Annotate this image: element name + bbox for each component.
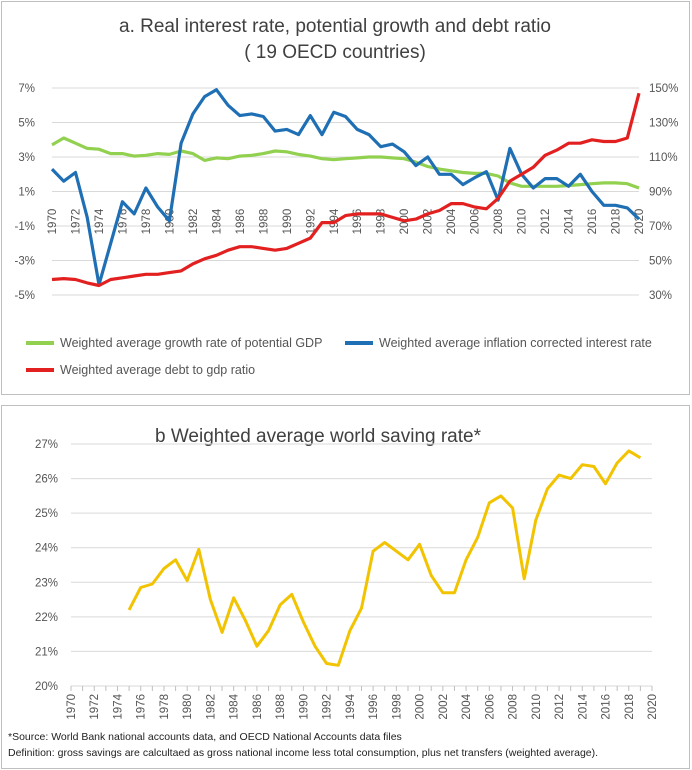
chart-a-y-right-tick: 50% [649, 256, 672, 268]
chart-b-x-tick: 2010 [531, 694, 543, 720]
series-line-weighted-average-world-saving-rate [127, 449, 642, 667]
chart-a-y-left-tick: -1% [15, 221, 35, 233]
chart-a-y-right-tick: 30% [649, 290, 672, 302]
chart-b-x-tick: 1990 [298, 694, 310, 720]
chart-a-x-tick: 2016 [587, 209, 599, 235]
chart-a-x-tick: 1978 [141, 209, 153, 235]
chart-a-x-tick: 1970 [47, 209, 59, 235]
chart-a-y-right-tick: 130% [649, 118, 678, 130]
chart-a-y-right-tick: 70% [649, 221, 672, 233]
chart-b-x-tick: 1970 [66, 694, 78, 720]
chart-b-x-tick: 1988 [275, 694, 287, 720]
series-line-weighted-average-inflation-corrected-interest-rate [50, 88, 641, 287]
chart-b-y-tick: 23% [35, 577, 58, 589]
legend-label-interest-rate: Weighted average inflation corrected int… [379, 336, 652, 350]
chart-a-x-tick: 1984 [211, 208, 223, 234]
chart-a-title-line2: ( 19 OECD countries) [244, 42, 426, 63]
legend-label-potential-gdp: Weighted average growth rate of potentia… [60, 336, 322, 350]
chart-b-x-tick: 1980 [182, 694, 194, 720]
chart-b-x-tick: 1986 [252, 694, 264, 720]
chart-a-svg: a. Real interest rate, potential growth … [15, 16, 679, 377]
chart-b-x-tick: 2020 [647, 694, 659, 720]
chart-a-y-right-tick: 110% [649, 152, 678, 164]
chart-a-x-tick: 1986 [235, 209, 247, 235]
chart-b-y-tick: 22% [35, 612, 58, 624]
chart-a-x-tick: 2004 [446, 208, 458, 234]
chart-a-y-left-tick: 3% [18, 152, 35, 164]
chart-b-svg: b Weighted average world saving rate* 27… [8, 426, 659, 759]
chart-a-x-tick: 2012 [540, 209, 552, 235]
chart-a-y-left-tick: 7% [18, 83, 35, 95]
chart-b-x-tick: 2006 [484, 694, 496, 720]
chart-a-x-tick: 2014 [564, 208, 576, 234]
chart-panel-a: a. Real interest rate, potential growth … [1, 1, 690, 395]
chart-b-x-tick: 1974 [112, 693, 124, 719]
chart-b-title: b Weighted average world saving rate* [155, 426, 482, 447]
chart-b-x-tick: 2002 [438, 694, 450, 720]
chart-b-x-tick: 1976 [136, 694, 148, 720]
chart-a-x-tick: 2006 [470, 209, 482, 235]
chart-panel-b: b Weighted average world saving rate* 27… [1, 405, 690, 769]
chart-b-x-tick: 2008 [508, 694, 520, 720]
chart-a-y-left-tick: 5% [18, 118, 35, 130]
chart-b-x-tick: 1978 [159, 694, 171, 720]
chart-b-x-tick: 1996 [368, 694, 380, 720]
chart-a-title-line1: a. Real interest rate, potential growth … [119, 16, 551, 37]
chart-a-legend: Weighted average growth rate of potentia… [26, 336, 652, 377]
chart-a-x-tick: 2020 [634, 209, 646, 235]
chart-b-y-tick: 27% [35, 439, 58, 451]
chart-a-y-left-tick: -3% [15, 256, 35, 268]
chart-a-x-tick: 1990 [282, 209, 294, 235]
chart-b-y-tick: 24% [35, 543, 58, 555]
legend-label-debt-ratio: Weighted average debt to gdp ratio [60, 363, 255, 377]
chart-b-x-tick: 2018 [624, 694, 636, 720]
chart-a-x-tick: 2010 [517, 209, 529, 235]
chart-b-x-tick: 2004 [461, 693, 473, 719]
chart-b-x-tick: 1984 [229, 693, 241, 719]
chart-b-y-tick: 26% [35, 474, 58, 486]
chart-a-x-tick: 1992 [305, 209, 317, 235]
series-line-weighted-average-debt-to-gdp-ratio [51, 92, 641, 288]
chart-b-y-tick: 21% [35, 646, 58, 658]
chart-a-x-tick: 1982 [188, 209, 200, 235]
chart-b-x-tick: 2014 [577, 693, 589, 719]
chart-a-x-tick: 2008 [493, 209, 505, 235]
chart-a-y-right-tick: 150% [649, 83, 678, 95]
chart-b-y-tick: 25% [35, 508, 58, 520]
chart-b-x-tick: 1992 [322, 694, 334, 720]
chart-a-y-left-tick: 1% [18, 187, 35, 199]
chart-b-x-tick: 1972 [89, 694, 101, 720]
chart-b-x-tick: 2012 [554, 694, 566, 720]
definition-note: Definition: gross savings are calcultaed… [8, 747, 598, 759]
chart-b-x-tick: 2016 [601, 694, 613, 720]
chart-b-x-tick: 1982 [205, 694, 217, 720]
chart-a-y-left-tick: -5% [15, 290, 35, 302]
chart-b-x-tick: 1998 [391, 694, 403, 720]
chart-b-x-tick: 2000 [415, 694, 427, 720]
chart-b-y-tick: 20% [35, 681, 58, 693]
chart-a-y-right-tick: 90% [649, 187, 672, 199]
source-note: *Source: World Bank national accounts da… [8, 731, 402, 743]
chart-a-x-tick: 1972 [70, 209, 82, 235]
series-line-weighted-average-growth-rate-of-potential-gdp [51, 136, 640, 190]
chart-a-x-tick: 1974 [94, 208, 106, 234]
chart-a-x-tick: 2018 [611, 209, 623, 235]
chart-b-x-tick: 1994 [345, 693, 357, 719]
chart-a-x-tick: 1988 [258, 209, 270, 235]
chart-a-x-tick: 1976 [117, 209, 129, 235]
